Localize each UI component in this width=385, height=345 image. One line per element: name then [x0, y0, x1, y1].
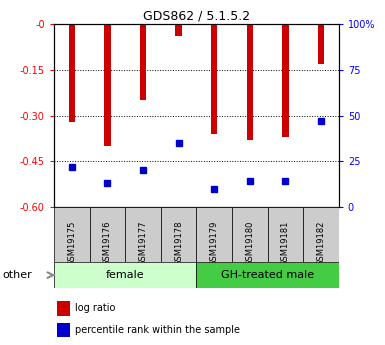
Text: log ratio: log ratio: [75, 303, 116, 313]
Bar: [303, 207, 339, 262]
Text: GSM19180: GSM19180: [245, 221, 254, 266]
Bar: [90, 207, 125, 262]
Bar: [140, 24, 146, 100]
Bar: [175, 24, 182, 36]
Text: GSM19175: GSM19175: [67, 221, 76, 266]
Bar: [232, 207, 268, 262]
Bar: [104, 24, 110, 146]
Text: GSM19176: GSM19176: [103, 221, 112, 266]
Text: GH-treated male: GH-treated male: [221, 270, 314, 280]
Text: GSM19177: GSM19177: [139, 221, 147, 266]
Bar: [246, 24, 253, 140]
Bar: [282, 24, 289, 137]
Bar: [268, 207, 303, 262]
Bar: [196, 262, 339, 288]
Text: GSM19178: GSM19178: [174, 221, 183, 266]
Bar: [318, 24, 324, 64]
Bar: [69, 24, 75, 122]
Text: percentile rank within the sample: percentile rank within the sample: [75, 325, 240, 335]
Text: GSM19181: GSM19181: [281, 221, 290, 266]
Bar: [211, 24, 218, 134]
Text: GSM19182: GSM19182: [316, 221, 325, 266]
Bar: [54, 207, 90, 262]
Text: other: other: [2, 270, 32, 280]
Bar: [161, 207, 196, 262]
Text: GSM19179: GSM19179: [210, 221, 219, 266]
Bar: [57, 323, 70, 337]
Title: GDS862 / 5.1.5.2: GDS862 / 5.1.5.2: [143, 10, 250, 23]
Bar: [125, 207, 161, 262]
Bar: [57, 301, 70, 316]
Text: female: female: [106, 270, 144, 280]
Bar: [54, 262, 196, 288]
Bar: [196, 207, 232, 262]
